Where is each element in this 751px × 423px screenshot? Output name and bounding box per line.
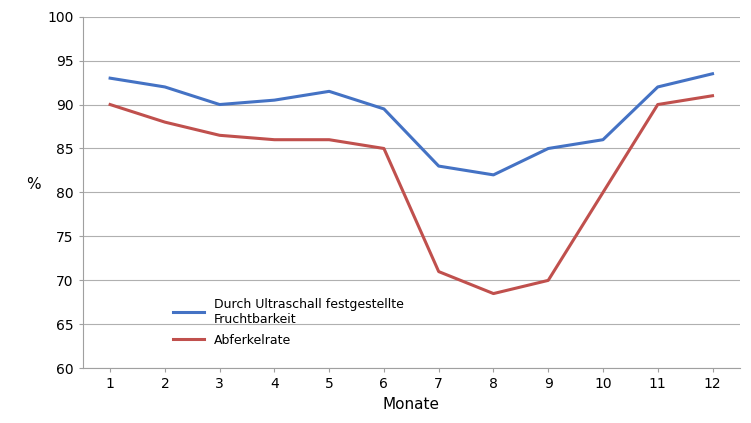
Y-axis label: %: %	[26, 178, 41, 192]
Legend: Durch Ultraschall festgestellte
Fruchtbarkeit, Abferkelrate: Durch Ultraschall festgestellte Fruchtba…	[167, 293, 409, 352]
X-axis label: Monate: Monate	[383, 397, 440, 412]
